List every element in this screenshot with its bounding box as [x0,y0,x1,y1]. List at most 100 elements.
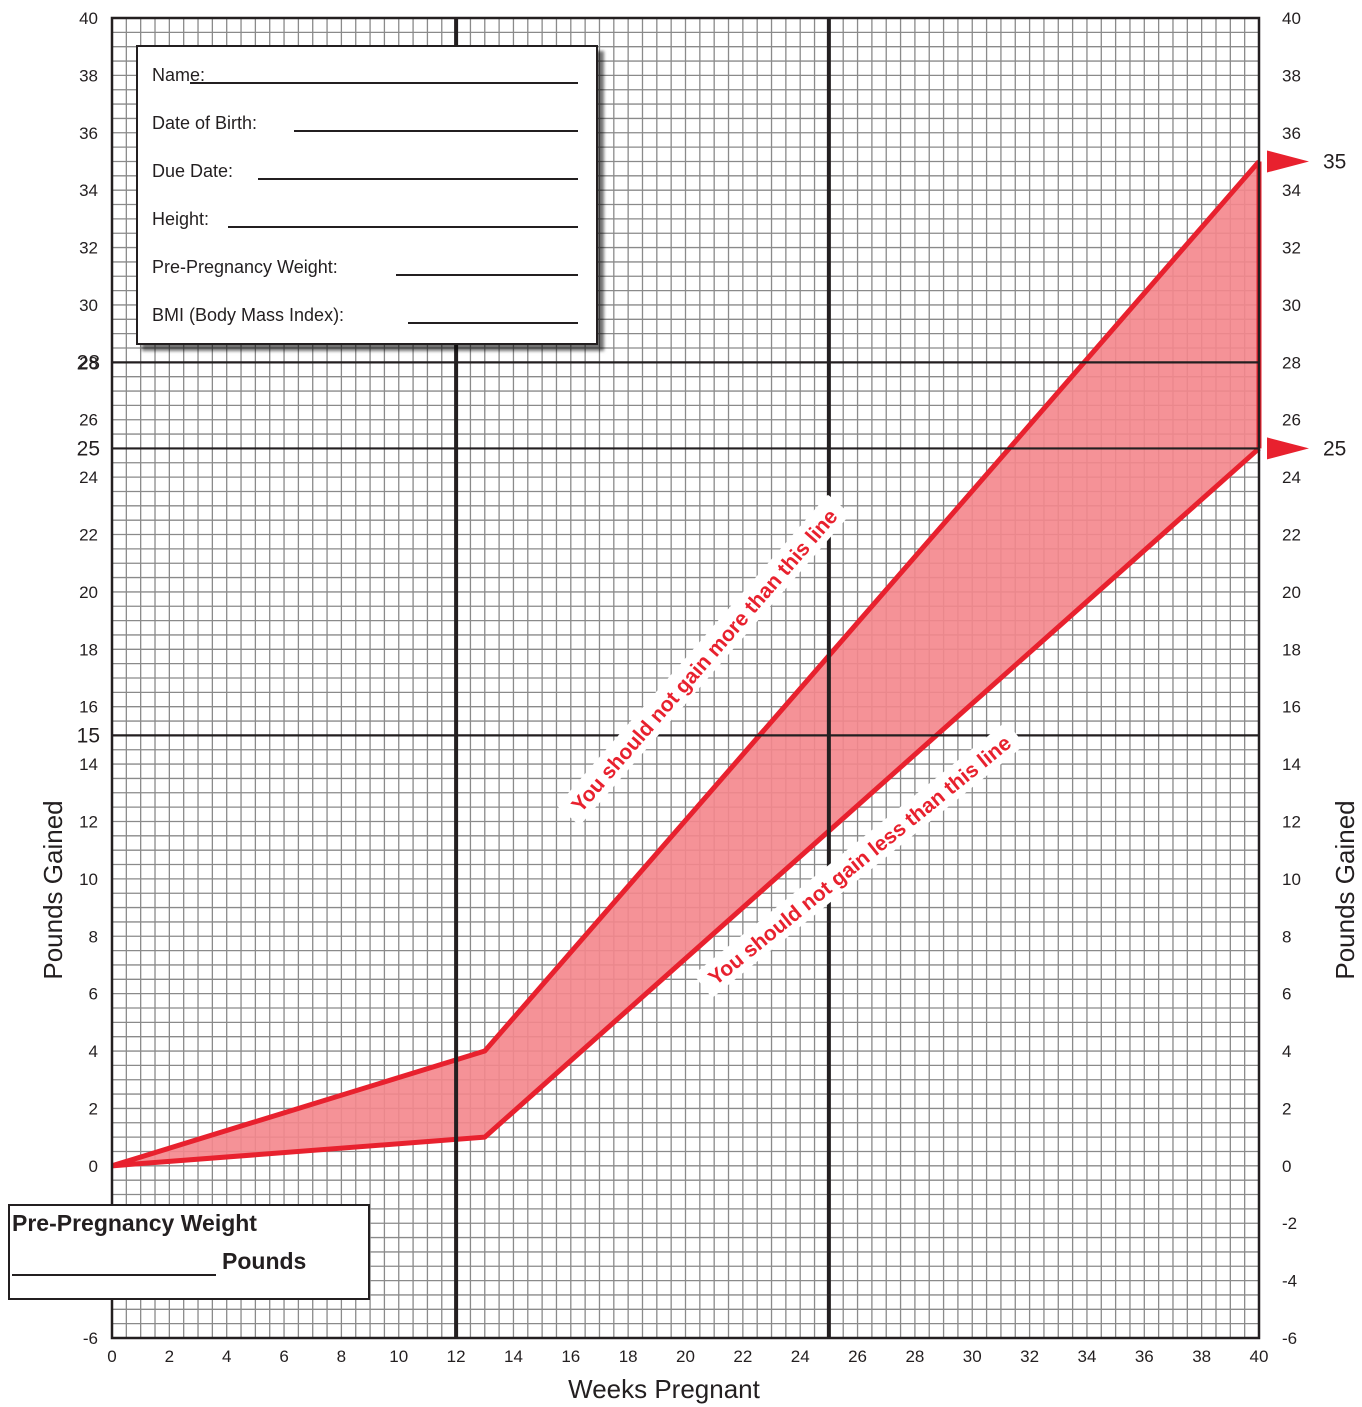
patient-info-form: Name: Date of Birth: Due Date: Height: P… [136,45,598,345]
y-tick-label-right: 22 [1282,526,1301,545]
pre-pregnancy-weight-unit: Pounds [222,1248,307,1274]
x-tick-label: 26 [848,1347,867,1366]
y-tick-label-right: 16 [1282,698,1301,717]
x-tick-label: 10 [389,1347,408,1366]
bmi-field-blank[interactable] [408,322,578,324]
name-field-blank[interactable] [190,82,578,84]
x-tick-label: 4 [222,1347,231,1366]
y-tick-label-emphasized: 28 [77,351,100,374]
x-tick-label: 0 [107,1347,116,1366]
y-tick-label-right: 30 [1282,296,1301,315]
x-tick-label: 24 [791,1347,810,1366]
x-tick-label: 28 [905,1347,924,1366]
y-tick-label-left: 20 [79,583,98,602]
x-tick-label: 16 [561,1347,580,1366]
y-tick-label-right: 2 [1282,1099,1291,1118]
y-tick-label-right: 32 [1282,239,1301,258]
name-field-row: Name: [152,60,578,90]
y-tick-label-left: 34 [79,181,98,200]
pre-pregnancy-weight-field-label: Pre-Pregnancy Weight: [152,257,344,278]
y-tick-label-right: 20 [1282,583,1301,602]
y-tick-label-left: 16 [79,698,98,717]
y-tick-label-right: 14 [1282,755,1301,774]
pre-pregnancy-weight-title: Pre-Pregnancy Weight [12,1210,257,1236]
y-axis-title-right: Pounds Gained [1330,800,1360,979]
upper-limit-line [111,159,1261,1169]
x-tick-label: 20 [676,1347,695,1366]
x-tick-label: 38 [1192,1347,1211,1366]
x-tick-label: 30 [963,1347,982,1366]
height-field-row: Height: [152,204,578,234]
y-tick-label-left: 8 [89,927,98,946]
y-tick-label-left: 12 [79,812,98,831]
y-tick-label-left: 22 [79,526,98,545]
y-tick-label-left: 24 [79,468,98,487]
y-tick-label-right: -6 [1282,1329,1297,1348]
y-tick-label-right: -2 [1282,1214,1297,1233]
end-marker-label: 35 [1323,150,1346,173]
x-axis-title: Weeks Pregnant [568,1374,761,1404]
y-tick-label-right: 4 [1282,1042,1291,1061]
x-tick-label: 8 [337,1347,346,1366]
bmi-field-row: BMI (Body Mass Index): [152,300,578,330]
y-tick-label-right: 0 [1282,1157,1291,1176]
due-date-field-blank[interactable] [258,178,578,180]
x-tick-label: 34 [1077,1347,1096,1366]
y-tick-label-left: 2 [89,1099,98,1118]
x-tick-label: 22 [733,1347,752,1366]
upper-line-label-background [557,495,850,825]
y-axis-title-left: Pounds Gained [38,800,68,979]
dob-field-blank[interactable] [294,130,578,132]
y-tick-label-emphasized: 15 [77,724,100,747]
x-tick-label: 36 [1135,1347,1154,1366]
height-field-label: Height: [152,209,216,230]
y-tick-label-left: 38 [79,66,98,85]
pre-pregnancy-weight-blank[interactable] [12,1274,216,1276]
y-tick-label-right: 6 [1282,985,1291,1004]
y-tick-label-right: 8 [1282,927,1291,946]
pre-pregnancy-weight-box: Pre-Pregnancy Weight Pounds [8,1204,370,1300]
y-tick-label-left: -6 [83,1329,98,1348]
x-tick-label: 6 [279,1347,288,1366]
y-tick-label-left: 32 [79,239,98,258]
y-tick-label-right: 36 [1282,124,1301,143]
x-tick-label: 14 [504,1347,523,1366]
x-tick-label: 40 [1250,1347,1269,1366]
y-tick-label-left: 4 [89,1042,98,1061]
x-tick-label: 32 [1020,1347,1039,1366]
y-tick-label-left: 6 [89,985,98,1004]
y-tick-label-emphasized: 25 [77,437,100,460]
y-tick-label-right: 34 [1282,181,1301,200]
y-tick-label-right: 26 [1282,411,1301,430]
y-tick-label-right: 10 [1282,870,1301,889]
y-tick-label-right: 18 [1282,640,1301,659]
y-tick-label-left: 0 [89,1157,98,1176]
x-tick-label: 2 [165,1347,174,1366]
x-tick-label: 18 [619,1347,638,1366]
y-tick-label-left: 14 [79,755,98,774]
pre-pregnancy-weight-field-blank[interactable] [396,274,578,276]
due-date-field-label: Due Date: [152,161,240,182]
y-tick-label-right: 12 [1282,812,1301,831]
end-marker-arrow [1267,150,1309,173]
name-field-label: Name: [152,65,212,86]
y-tick-label-right: -4 [1282,1272,1297,1291]
dob-field-row: Date of Birth: [152,108,578,138]
y-tick-label-left: 18 [79,640,98,659]
y-tick-label-right: 38 [1282,66,1301,85]
end-marker-arrow [1267,437,1309,460]
y-tick-label-right: 24 [1282,468,1301,487]
height-field-blank[interactable] [228,226,578,228]
y-tick-label-left: 26 [79,411,98,430]
end-marker-label: 25 [1323,437,1346,460]
plot-frame [110,16,1261,1340]
x-tick-label: 12 [447,1347,466,1366]
y-tick-label-left: 40 [79,9,98,28]
dob-field-label: Date of Birth: [152,113,264,134]
pre-pregnancy-weight-field-row: Pre-Pregnancy Weight: [152,252,578,282]
y-tick-label-right: 28 [1282,353,1301,372]
axis-ticks: 0 2 4 6 8 10 12 14 16 18 20 22 24 26 28 30 32 34 36 38 40-6-… [77,9,1347,1366]
y-tick-label-left: 28 [79,353,98,372]
y-tick-label-left: 36 [79,124,98,143]
